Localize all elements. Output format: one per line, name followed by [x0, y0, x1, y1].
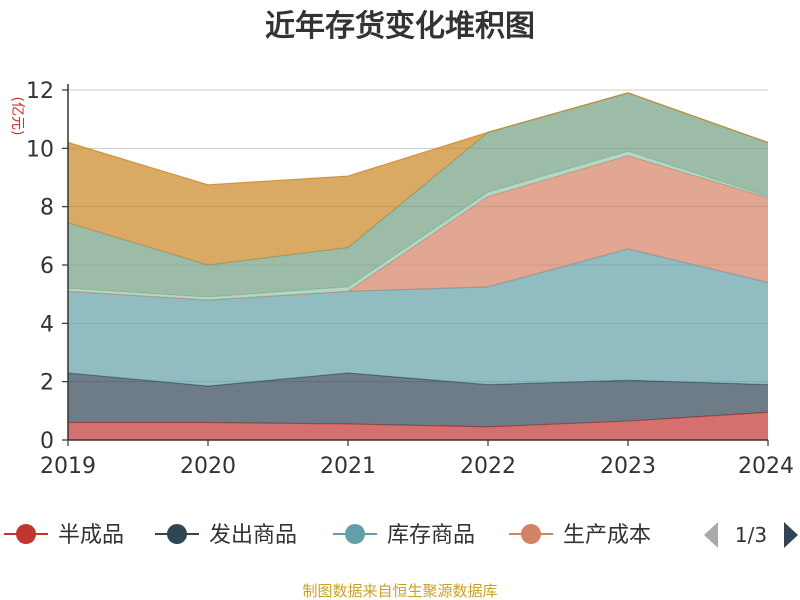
- area-series-edge-7: [67, 92, 769, 186]
- area-series-4: [68, 155, 768, 300]
- y-tick-label: 6: [40, 254, 54, 279]
- area-series-1: [68, 412, 768, 440]
- legend-label: 库存商品: [387, 523, 475, 548]
- legend-item-4[interactable]: 生产成本: [509, 523, 651, 548]
- axes: 0 2 4 6 8 10 12 2019 2020 2021 2022 2023 2024: [26, 79, 794, 479]
- y-tick-label: 12: [26, 79, 54, 104]
- legend-label: 发出商品: [209, 523, 297, 548]
- legend-circle-marker: [167, 524, 187, 544]
- legend-circle-marker: [16, 524, 36, 544]
- x-tick-label: 2021: [320, 454, 376, 479]
- area-series-2: [68, 372, 768, 427]
- legend-circle-marker: [345, 524, 365, 544]
- legend-label: 半成品: [58, 523, 124, 548]
- area-series-group: [67, 92, 769, 440]
- x-tick-label: 2019: [40, 454, 96, 479]
- legend-page-indicator: 1/3: [735, 523, 767, 547]
- y-tick-label: 2: [40, 371, 54, 396]
- legend-label: 生产成本: [563, 523, 651, 548]
- legend-item-3[interactable]: 库存商品: [333, 523, 475, 548]
- y-tick-label: 8: [40, 196, 54, 221]
- area-series-6: [68, 92, 768, 298]
- legend: 半成品 发出商品 库存商品 生产成本 1/3: [4, 522, 798, 548]
- x-tick-label: 2022: [460, 454, 516, 479]
- y-tick-label: 0: [40, 429, 54, 454]
- y-tick-label: 10: [26, 137, 54, 162]
- legend-prev-page-icon[interactable]: [704, 522, 718, 548]
- y-tick-label: 4: [40, 312, 54, 337]
- area-series-3: [68, 248, 768, 387]
- legend-next-page-icon[interactable]: [784, 522, 798, 548]
- area-series-7: [68, 92, 768, 266]
- x-tick-label: 2024: [738, 454, 794, 479]
- data-source-note: 制图数据来自恒生聚源数据库: [302, 582, 497, 600]
- legend-item-2[interactable]: 发出商品: [155, 523, 297, 548]
- legend-item-1[interactable]: 半成品: [4, 523, 124, 548]
- chart-title: 近年存货变化堆积图: [265, 9, 535, 44]
- x-tick-label: 2023: [600, 454, 656, 479]
- y-axis-unit-label: (亿元): [9, 97, 25, 136]
- legend-circle-marker: [521, 524, 541, 544]
- x-tick-label: 2020: [180, 454, 236, 479]
